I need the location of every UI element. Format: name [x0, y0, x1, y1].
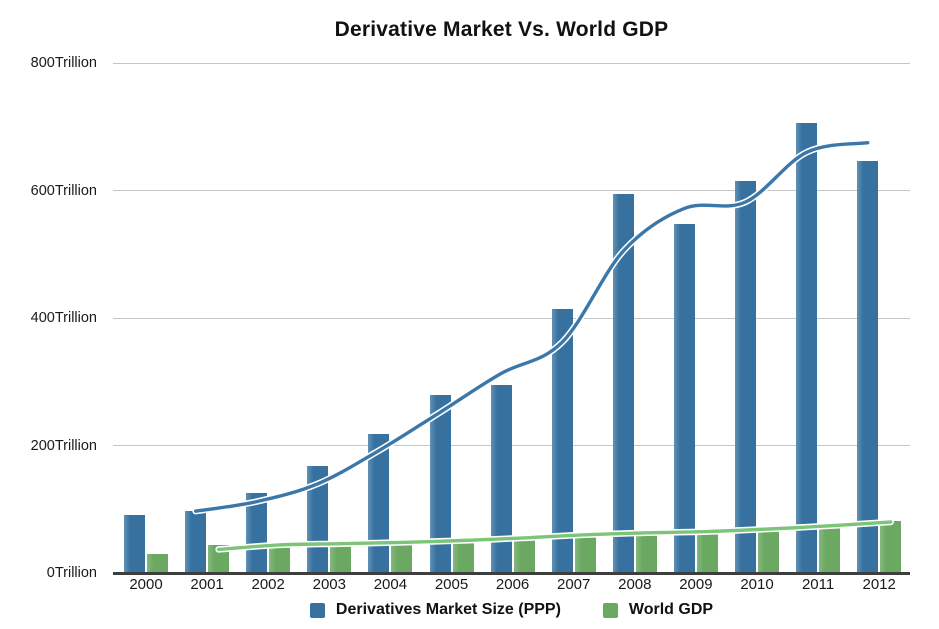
y-axis-tick-label: 600Trillion — [30, 182, 97, 199]
x-axis-tick-label-2006: 2006 — [495, 576, 530, 593]
x-axis-tick-label-2008: 2008 — [618, 576, 652, 593]
plot-area: 2000 2001 2002 2003 2004 2005 2006 2007 2008 2009… — [113, 62, 910, 593]
x-axis-tick-label-2004: 2004 — [373, 576, 408, 593]
derivatives-bar-2004 — [368, 434, 390, 573]
derivatives-bar-2005 — [429, 394, 451, 573]
legend-item-derivatives: Derivatives Market Size (PPP) — [309, 601, 561, 619]
y-axis-tick-label: 800Trillion — [30, 55, 97, 71]
world-gdp-trend-line — [216, 520, 893, 552]
derivatives-bar-2011 — [796, 122, 818, 573]
y-axis-tick-label: 0Trillion — [46, 565, 97, 581]
derivatives-bar-2000 — [124, 515, 145, 573]
derivatives-bar-2001 — [185, 510, 207, 573]
derivatives-legend-swatch — [309, 602, 325, 618]
derivatives-bar-2012 — [857, 160, 879, 573]
derivatives-bar-2010 — [735, 180, 756, 573]
world-gdp-bar-2012 — [880, 521, 902, 573]
derivatives-bar-2006 — [490, 384, 512, 573]
derivatives-bar-2008 — [612, 193, 634, 573]
gridline-600 — [113, 190, 910, 191]
world-gdp-bar-2003 — [330, 544, 352, 573]
legend-item-world-gdp: World GDP — [602, 601, 714, 619]
x-axis-tick-label-2010: 2010 — [740, 576, 774, 593]
x-axis-tick-label-2000: 2000 — [129, 576, 163, 593]
chart-title: Derivative Market Vs. World GDP — [334, 18, 669, 41]
world-gdp-legend-swatch — [602, 602, 618, 618]
derivatives-bar-2009 — [673, 224, 695, 573]
gridline-800 — [113, 62, 910, 64]
x-axis-tick-label-2007: 2007 — [557, 576, 591, 593]
world-gdp-bar-2002 — [269, 544, 291, 573]
world-gdp-bar-2008 — [635, 532, 657, 573]
world-gdp-bar-2005 — [452, 541, 474, 573]
world-gdp-bar-2004 — [391, 543, 413, 573]
x-axis-tick-label-2005: 2005 — [434, 576, 469, 593]
derivatives-trend-line — [193, 141, 870, 513]
derivatives-bar-2007 — [551, 309, 573, 573]
world-gdp-bar-2010 — [758, 528, 779, 573]
y-axis-tick-label: 200Trillion — [30, 437, 97, 454]
x-axis-tick-label-2012: 2012 — [862, 576, 896, 593]
x-axis-tick-label-2001: 2001 — [190, 576, 224, 593]
x-axis-tick-label-2011: 2011 — [801, 576, 835, 593]
world-gdp-bar-2009 — [696, 532, 718, 573]
line-series — [192, 139, 894, 553]
legend: Derivatives Market Size (PPP) World GDP — [113, 601, 910, 619]
world-gdp-bar-2006 — [513, 537, 535, 573]
gridline-400 — [113, 317, 910, 319]
derivatives-trend-line-casing — [192, 139, 871, 515]
world-gdp-bar-2000 — [147, 553, 168, 573]
x-axis-tick-label-2002: 2002 — [251, 576, 285, 593]
y-axis-tick-label: 400Trillion — [30, 310, 97, 326]
derivatives-bar-2002 — [246, 493, 268, 573]
derivatives-legend-label: Derivatives Market Size (PPP) — [335, 601, 561, 618]
x-axis-tick-label-2009: 2009 — [679, 576, 713, 593]
world-gdp-bar-2007 — [574, 534, 596, 573]
world-gdp-legend-label: World GDP — [628, 601, 714, 618]
world-gdp-bar-2011 — [819, 525, 841, 573]
x-axis-tick-label-2003: 2003 — [312, 576, 346, 593]
x-axis-line — [113, 572, 910, 575]
